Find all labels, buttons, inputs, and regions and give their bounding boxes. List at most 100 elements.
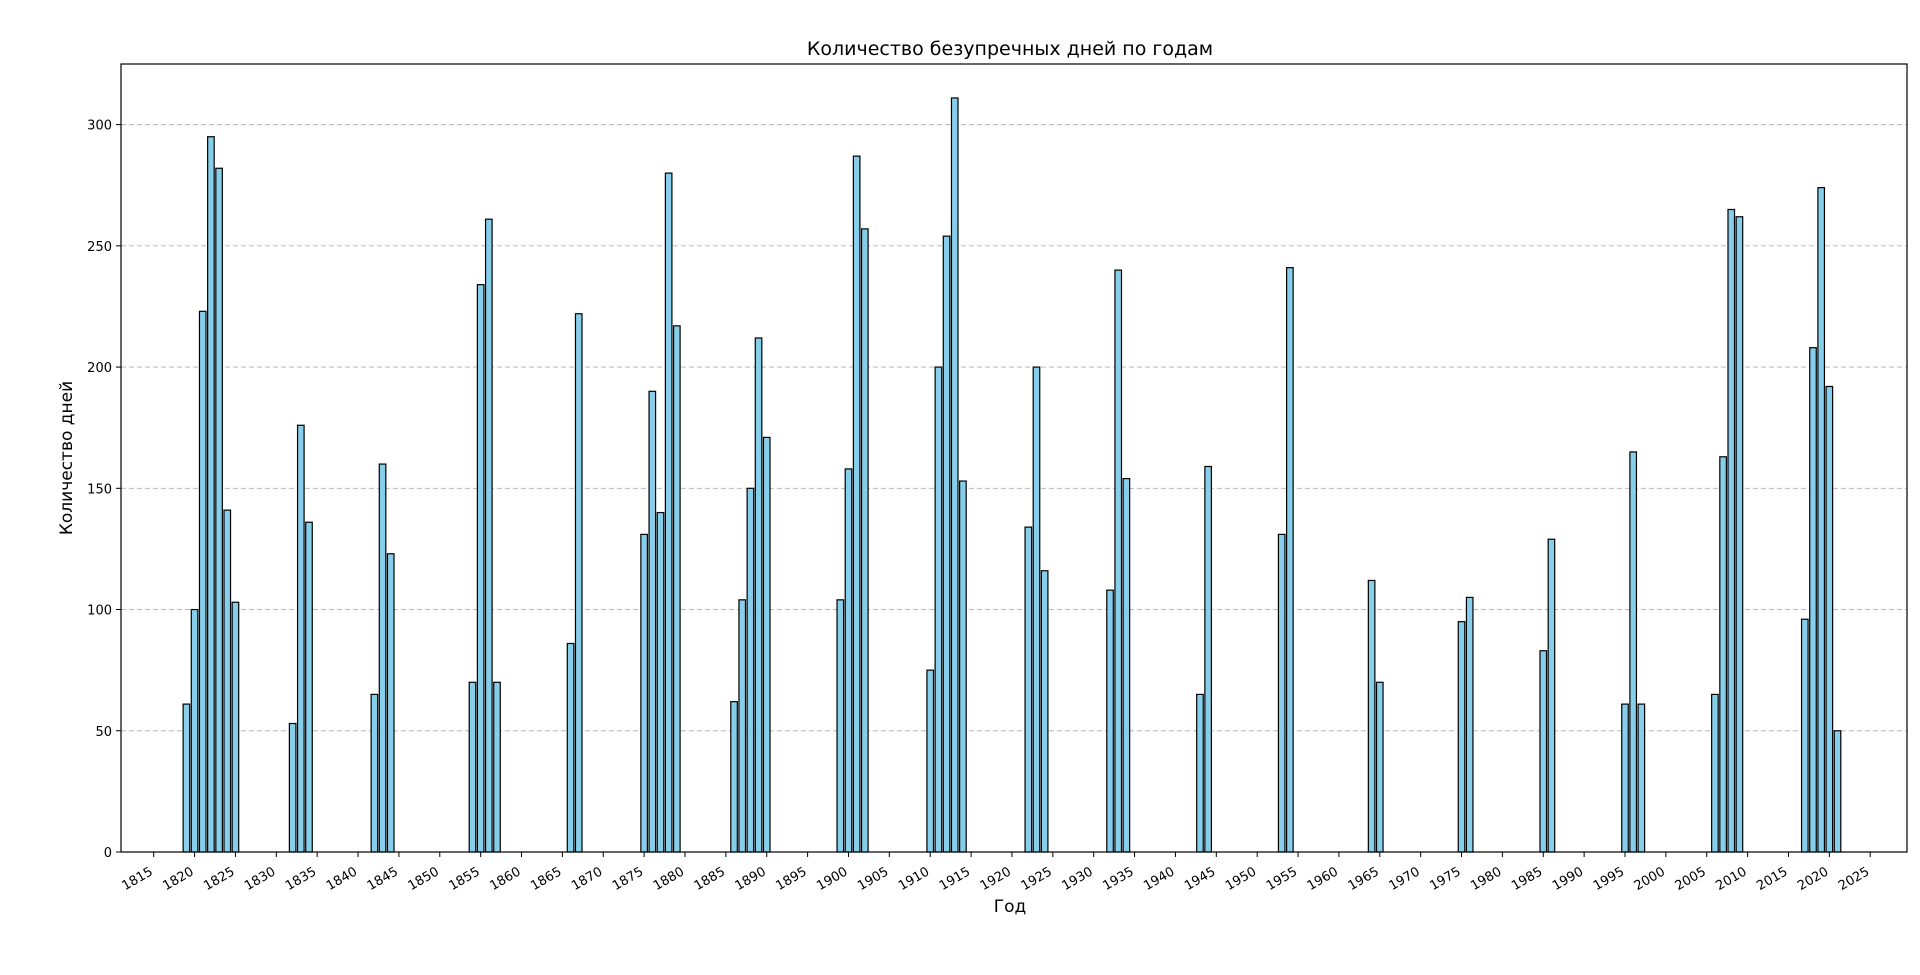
bar <box>1727 208 1736 853</box>
x-tick-label: 1840 <box>324 864 360 894</box>
bar <box>1809 347 1817 853</box>
bar <box>1367 579 1376 853</box>
bar <box>493 681 501 853</box>
bar <box>182 703 191 853</box>
bar <box>738 599 747 853</box>
x-tick-label: 1905 <box>855 864 891 894</box>
bar <box>1196 693 1204 853</box>
bar <box>852 155 861 853</box>
x-tick-label: 2015 <box>1754 864 1790 894</box>
x-axis-label: Год <box>994 897 1027 917</box>
bar <box>672 325 681 853</box>
bar <box>1032 366 1041 853</box>
bar <box>664 172 673 853</box>
bar <box>378 463 387 853</box>
plot-frame <box>120 63 1908 853</box>
x-tick-label: 2025 <box>1836 864 1872 894</box>
bar <box>198 310 207 853</box>
bar <box>1024 526 1033 853</box>
x-tick-label: 1910 <box>896 864 932 894</box>
y-tick-label: 0 <box>104 846 112 861</box>
x-axis: 1815 1820 1825 1830 1835 1840 1845 1850 1855 1860… <box>120 852 1872 894</box>
y-tick-label: 50 <box>95 725 112 740</box>
grid-lines <box>121 124 1907 732</box>
x-tick-label: 1865 <box>528 864 564 894</box>
bar <box>476 284 485 853</box>
bar <box>1465 596 1474 853</box>
x-tick-label: 1875 <box>610 864 646 894</box>
bar <box>648 390 657 853</box>
bar <box>860 228 869 853</box>
x-tick-label: 1930 <box>1060 864 1096 894</box>
x-tick-label: 1920 <box>978 864 1014 894</box>
x-tick-label: 1825 <box>201 864 237 894</box>
x-tick-label: 1850 <box>406 864 442 894</box>
bar <box>207 136 215 853</box>
x-tick-label: 1885 <box>692 864 728 894</box>
bar <box>640 533 648 853</box>
bar <box>566 642 575 853</box>
bar <box>762 436 771 853</box>
x-tick-label: 1950 <box>1223 864 1259 894</box>
y-tick-label: 250 <box>87 240 112 255</box>
y-axis: 0 50 100 150 200 250 300 <box>87 119 121 861</box>
bar <box>836 599 845 853</box>
bars <box>182 97 1842 853</box>
x-tick-label: 1820 <box>160 864 196 894</box>
bar <box>926 669 935 853</box>
x-tick-label: 1880 <box>651 864 687 894</box>
y-tick-label: 100 <box>87 604 112 619</box>
x-tick-label: 2010 <box>1713 864 1749 894</box>
bar <box>1204 465 1212 853</box>
y-tick-label: 200 <box>87 361 112 376</box>
bar <box>942 235 951 853</box>
bar <box>1833 730 1842 853</box>
bar <box>754 337 763 853</box>
bar <box>1629 451 1638 853</box>
x-tick-label: 1955 <box>1264 864 1300 894</box>
x-tick-label: 1980 <box>1468 864 1504 894</box>
x-tick-label: 1895 <box>773 864 809 894</box>
x-tick-label: 1835 <box>283 864 319 894</box>
x-tick-label: 1935 <box>1100 864 1136 894</box>
x-tick-label: 1925 <box>1019 864 1055 894</box>
bar <box>1817 187 1826 853</box>
x-tick-label: 1985 <box>1509 864 1545 894</box>
bar <box>950 97 959 853</box>
bar <box>1040 570 1049 853</box>
bar <box>190 608 199 853</box>
y-tick-label: 300 <box>87 119 112 134</box>
bar <box>1735 216 1744 853</box>
chart-title: Количество безупречных дней по годам <box>807 38 1213 60</box>
bar <box>288 722 297 853</box>
x-tick-label: 1890 <box>733 864 769 894</box>
bar <box>370 693 379 853</box>
bar <box>1621 703 1629 853</box>
x-tick-label: 1900 <box>814 864 850 894</box>
bar <box>1457 621 1466 853</box>
y-tick-label: 150 <box>87 482 112 497</box>
x-tick-label: 1970 <box>1386 864 1422 894</box>
bar <box>1277 533 1286 853</box>
bar <box>484 218 493 853</box>
bar <box>1719 456 1727 853</box>
x-tick-label: 2005 <box>1673 864 1709 894</box>
x-tick-label: 1815 <box>120 864 156 894</box>
x-tick-label: 1945 <box>1182 864 1218 894</box>
bar <box>1637 703 1646 853</box>
bar <box>1800 618 1809 853</box>
x-tick-label: 1995 <box>1591 864 1627 894</box>
bar <box>1375 681 1384 853</box>
bar <box>730 701 738 853</box>
x-tick-label: 1860 <box>487 864 523 894</box>
bar <box>746 487 755 853</box>
x-tick-label: 1975 <box>1427 864 1463 894</box>
x-tick-label: 1940 <box>1141 864 1177 894</box>
bar <box>223 509 232 853</box>
bar <box>1711 693 1719 853</box>
x-tick-label: 1845 <box>365 864 401 894</box>
bar <box>574 313 583 853</box>
x-tick-label: 1960 <box>1305 864 1341 894</box>
bar <box>1547 538 1556 853</box>
